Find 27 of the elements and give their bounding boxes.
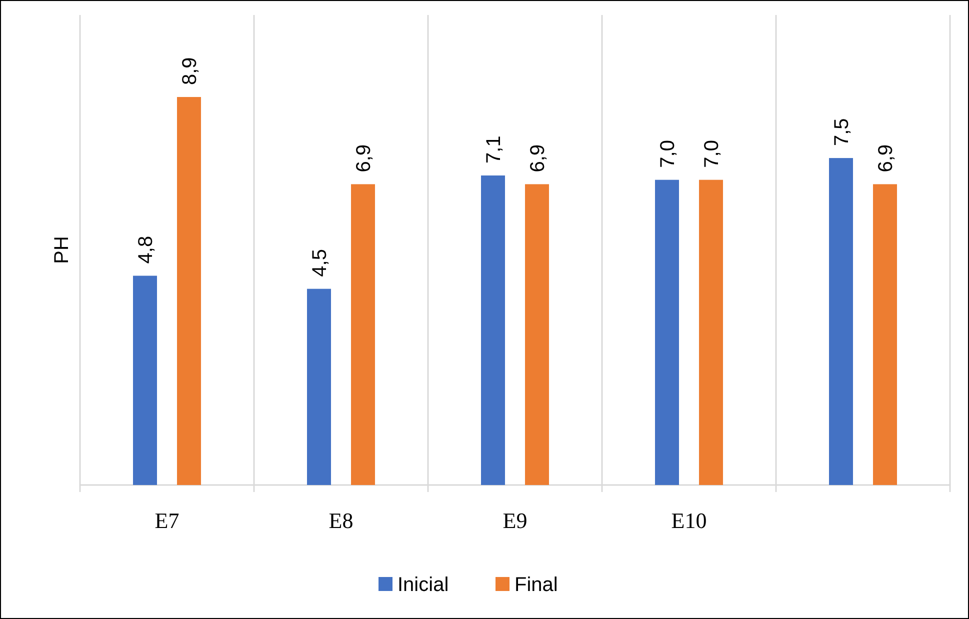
bar bbox=[177, 97, 201, 485]
legend-label: Final bbox=[514, 574, 558, 596]
bar bbox=[873, 184, 897, 485]
data-label: 6,9 bbox=[353, 144, 375, 172]
legend-label: Inicial bbox=[398, 574, 449, 596]
data-label: 6,9 bbox=[527, 144, 549, 172]
data-label: 7,5 bbox=[831, 118, 853, 146]
bar bbox=[481, 175, 505, 485]
bar bbox=[133, 276, 157, 485]
bar bbox=[351, 184, 375, 485]
bar bbox=[307, 288, 331, 485]
x-tick-label: E8 bbox=[328, 508, 354, 533]
y-axis-title: PH bbox=[51, 236, 73, 264]
x-tick-label: E7 bbox=[154, 508, 180, 533]
bar bbox=[525, 184, 549, 485]
bar bbox=[699, 180, 723, 485]
data-label: 4,5 bbox=[309, 249, 331, 277]
bar bbox=[829, 158, 853, 485]
data-label: 7,1 bbox=[483, 136, 505, 164]
data-label: 8,9 bbox=[179, 57, 201, 85]
data-label: 7,0 bbox=[701, 140, 723, 168]
bar bbox=[655, 180, 679, 485]
data-label: 4,8 bbox=[135, 236, 157, 264]
data-label: 7,0 bbox=[657, 140, 679, 168]
x-tick-label: E9 bbox=[502, 508, 528, 533]
x-tick-label: E10 bbox=[671, 508, 707, 533]
data-label: 6,9 bbox=[875, 144, 897, 172]
